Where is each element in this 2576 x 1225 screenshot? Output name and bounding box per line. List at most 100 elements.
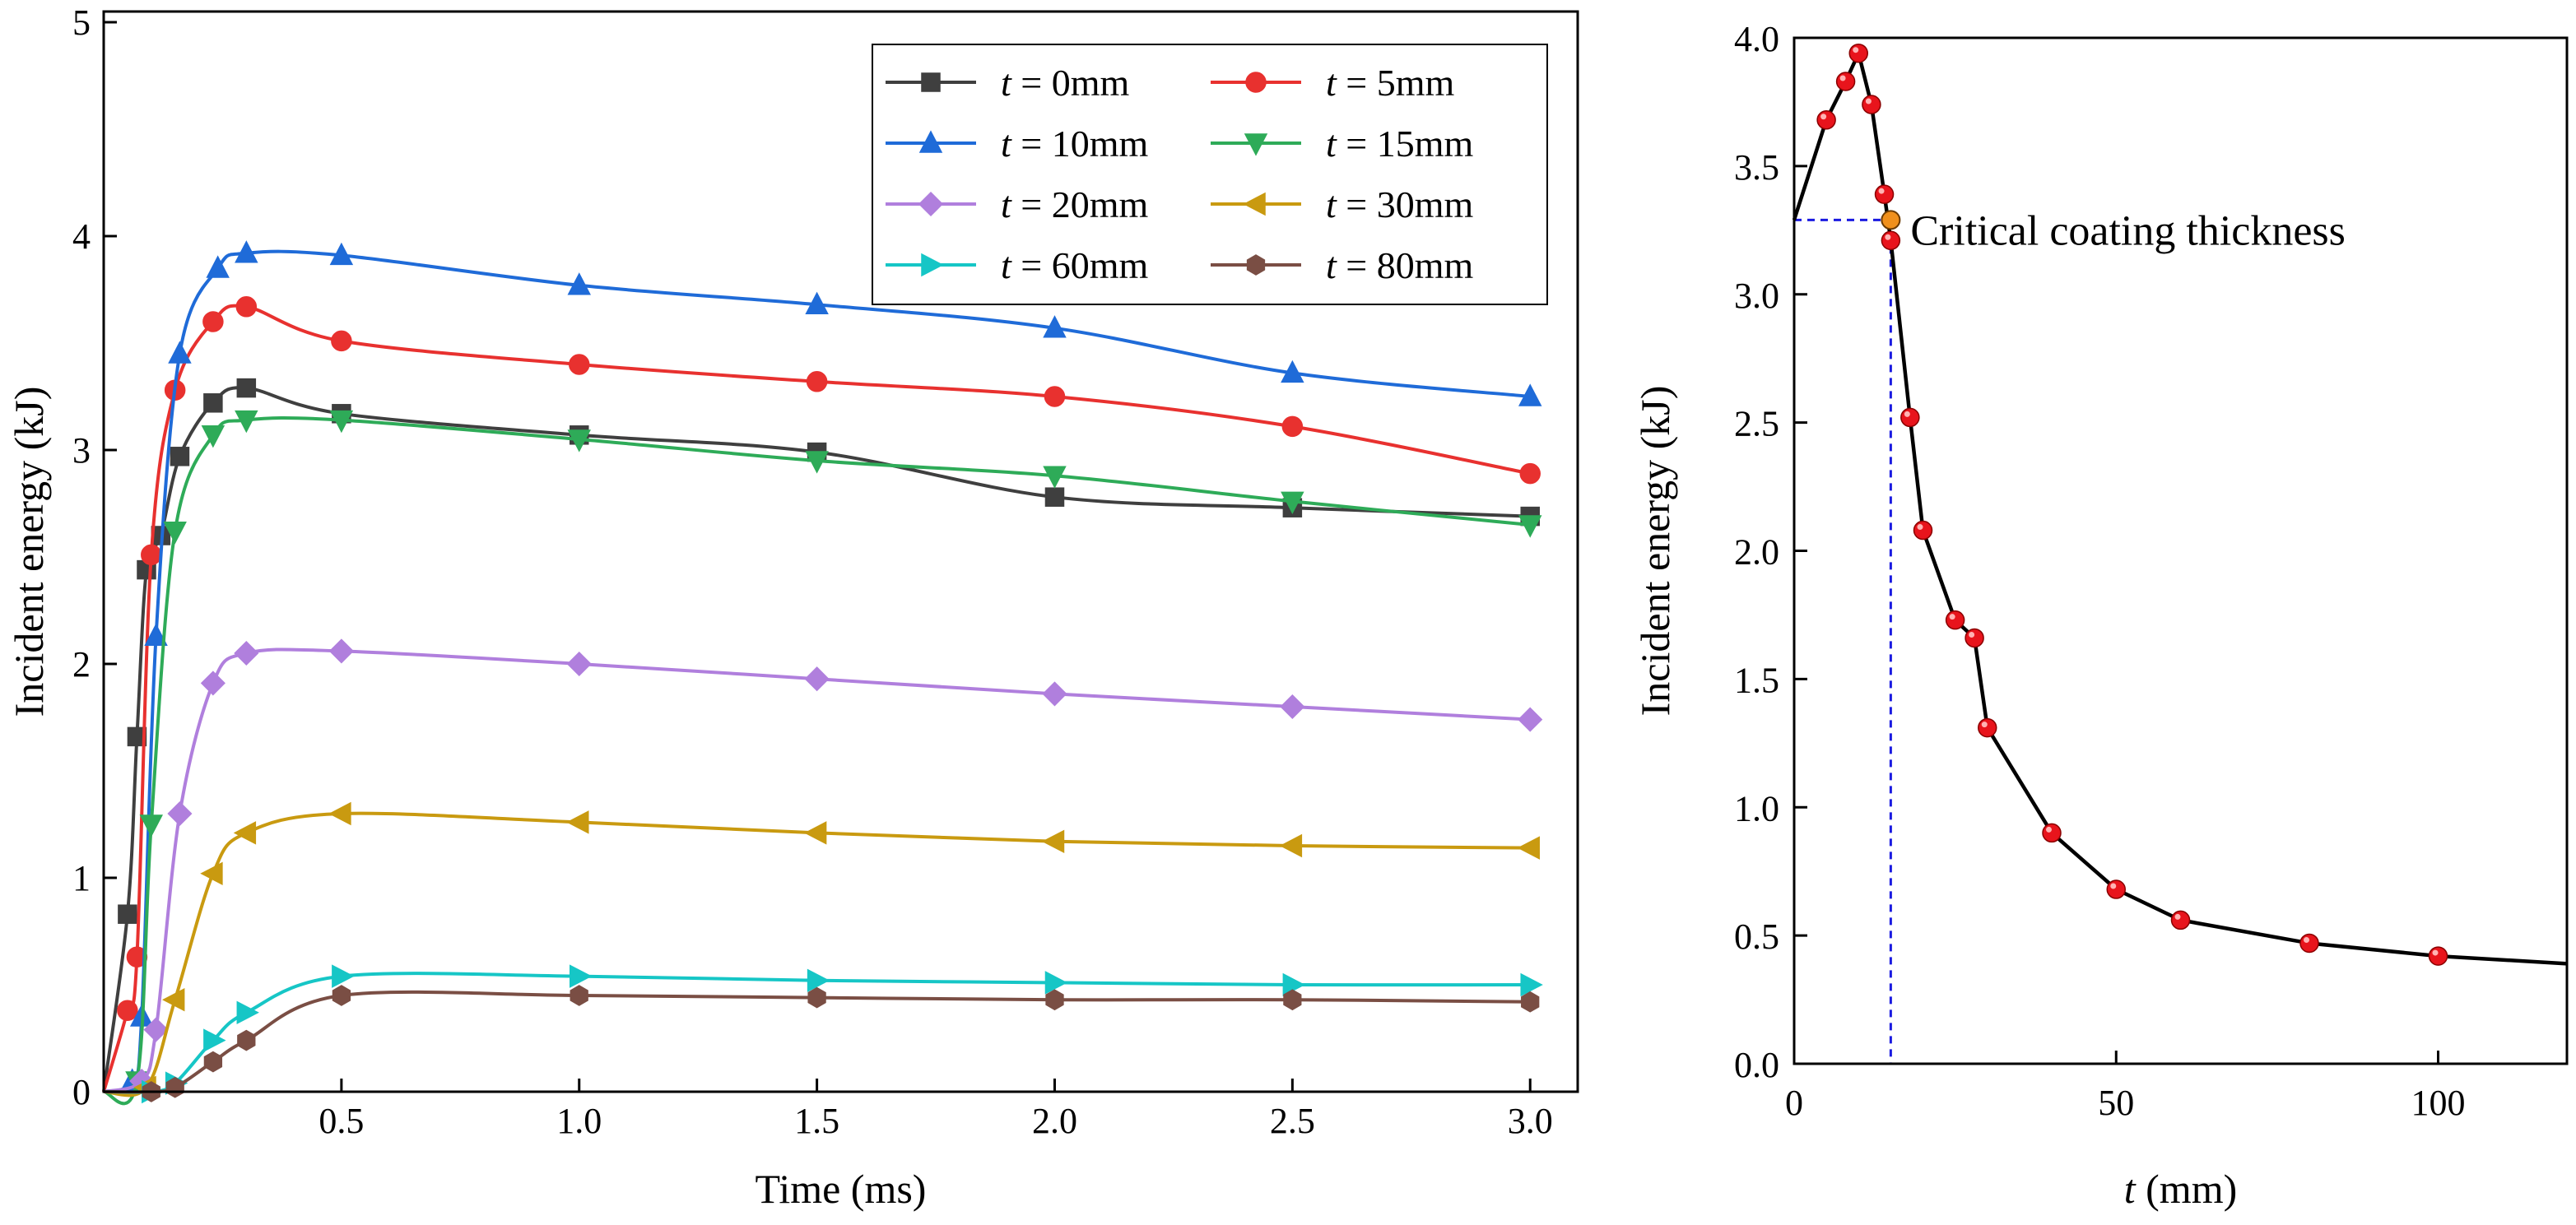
data-point-0-6 <box>203 393 223 413</box>
right-y-tick-label-6: 3.0 <box>1734 276 1779 316</box>
data-point-1-7 <box>331 330 352 352</box>
series--5mm <box>102 296 1541 1093</box>
series--10mm <box>103 240 1542 1093</box>
legend-label: t = 20mm <box>1001 183 1149 225</box>
right-data-point-highlight <box>2110 883 2117 889</box>
right-data-point-highlight <box>2304 936 2309 943</box>
right-data-point-highlight <box>1853 47 1859 53</box>
left-y-tick-label-0: 0 <box>72 1072 91 1112</box>
right-data-point-3 <box>1848 43 1868 63</box>
data-point-1-6 <box>235 296 258 318</box>
legend-value: = 20mm <box>1011 183 1149 225</box>
data-point-3-4 <box>201 425 226 448</box>
data-point-0-5 <box>170 447 190 466</box>
data-point-5-9 <box>1279 833 1303 858</box>
right-data-point-highlight <box>1865 98 1872 104</box>
data-point-2-11 <box>1281 360 1304 383</box>
right-data-point-5 <box>1874 184 1895 204</box>
right-data-point-7 <box>1900 407 1920 428</box>
data-point-4-6 <box>328 638 354 664</box>
right-y-tick-label-3: 1.5 <box>1734 660 1779 700</box>
left-x-tick-label-4: 2.5 <box>1270 1101 1315 1141</box>
data-point-2-3 <box>144 623 168 646</box>
data-point-3-2 <box>139 814 164 838</box>
legend-label: t = 10mm <box>1001 123 1149 165</box>
legend-swatch-marker <box>918 130 943 153</box>
right-chart: 0 50 100 0.0 0.5 1.0 1.5 2.0 2.5 3.0 3.5 4.0 t (mm)… <box>1632 19 2569 1212</box>
data-point-3-3 <box>163 522 187 545</box>
legend-variable: t <box>1326 183 1337 225</box>
left-x-tick-label-1: 1.0 <box>556 1101 602 1141</box>
right-data-point-14 <box>2170 910 2191 930</box>
left-x-tick-label-0: 0.5 <box>319 1101 364 1141</box>
series--30mm <box>103 801 1540 1100</box>
legend-label: t = 5mm <box>1326 62 1455 104</box>
right-data-point-6 <box>1881 230 1901 251</box>
data-point-7-6 <box>570 985 588 1006</box>
left-chart: 0.5 1.0 1.5 2.0 2.5 3.0 0 1 2 3 4 5 Time (ms) Incid… <box>6 2 1579 1212</box>
legend-swatch-marker <box>1245 72 1267 93</box>
left-y-axis-label: Incident energy (kJ) <box>6 387 52 717</box>
series--80mm <box>103 985 1540 1102</box>
data-point-5-8 <box>1041 829 1065 854</box>
data-point-5-3 <box>200 861 223 886</box>
right-data-point-highlight <box>2432 949 2439 956</box>
data-point-3-9 <box>1043 466 1067 489</box>
data-point-4-11 <box>1518 707 1543 732</box>
legend-value: = 60mm <box>1011 244 1149 286</box>
data-point-6-7 <box>807 968 830 993</box>
legend-variable: t <box>1326 244 1337 286</box>
legend-swatch-marker <box>921 253 944 277</box>
legend-variable: t <box>1326 62 1337 104</box>
right-data-point-8 <box>1913 520 1933 541</box>
x-label-variable: t <box>2124 1166 2137 1212</box>
legend-label: t = 30mm <box>1326 183 1474 225</box>
legend-label: t = 80mm <box>1326 244 1474 286</box>
data-point-4-10 <box>1280 694 1305 720</box>
right-data-point-1 <box>1816 110 1836 130</box>
right-data-point-13 <box>2106 879 2126 899</box>
critical-guide-lines <box>1794 218 1892 1064</box>
legend-swatch-marker <box>1246 254 1266 276</box>
data-point-1-5 <box>202 311 224 332</box>
legend-value: = 5mm <box>1337 62 1455 104</box>
right-data-point-highlight <box>1820 114 1827 120</box>
right-data-point-highlight <box>1839 75 1846 81</box>
left-y-tick-label-3: 3 <box>72 430 91 471</box>
data-point-7-9 <box>1283 989 1302 1011</box>
series-line-1 <box>102 304 1531 1093</box>
legend-entry-3: t = 15mm <box>1211 123 1474 165</box>
right-y-tick-label-7: 3.5 <box>1734 147 1779 188</box>
right-data-point-15 <box>2299 933 2319 954</box>
data-point-3-8 <box>805 451 829 474</box>
right-data-point-highlight <box>1969 631 1975 638</box>
data-point-2-4 <box>168 341 192 364</box>
data-point-7-2 <box>165 1076 184 1098</box>
legend-entry-4: t = 20mm <box>886 183 1149 225</box>
left-y-tick-label-5: 5 <box>72 2 91 43</box>
data-point-7-8 <box>1045 989 1064 1011</box>
left-y-tick-label-1: 1 <box>72 858 91 898</box>
data-point-3-6 <box>329 410 354 434</box>
data-point-3-7 <box>567 429 591 452</box>
data-point-6-6 <box>569 964 593 988</box>
series--20mm <box>103 638 1543 1094</box>
data-point-4-8 <box>804 666 830 692</box>
right-data-point-highlight <box>1904 411 1910 417</box>
legend-entry-7: t = 80mm <box>1211 244 1474 286</box>
legend-value: = 10mm <box>1011 123 1149 165</box>
legend-entry-2: t = 10mm <box>886 123 1149 165</box>
right-y-axis-label: Incident energy (kJ) <box>1632 386 1678 717</box>
legend-swatch-marker <box>1243 192 1266 216</box>
data-point-1-3 <box>141 544 162 566</box>
data-point-6-8 <box>1044 971 1068 995</box>
legend-swatch-marker <box>1244 133 1268 156</box>
right-x-tick-label-2: 100 <box>2411 1083 2466 1123</box>
data-point-2-12 <box>1518 383 1542 406</box>
legend-value: = 30mm <box>1337 183 1474 225</box>
data-point-0-7 <box>236 378 257 398</box>
data-point-1-10 <box>1044 386 1066 407</box>
data-point-3-11 <box>1518 515 1542 538</box>
right-x-tick-label-0: 0 <box>1785 1083 1803 1123</box>
